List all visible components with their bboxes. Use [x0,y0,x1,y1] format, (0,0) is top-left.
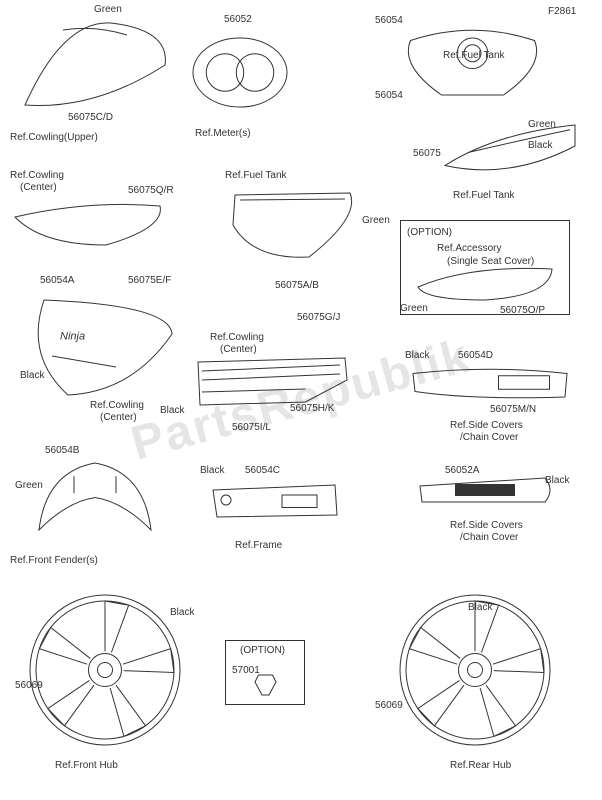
label-p56052: 56052 [224,14,252,25]
ref-ref_fuel_tank2: Ref.Fuel Tank [453,190,515,201]
part-chain_cover [410,470,560,510]
part-tail_piece [440,120,580,185]
part-wheel_front [25,590,185,750]
label-p56054a: 56054A [40,275,74,286]
ref-ref_front_fender: Ref.Front Fender(s) [10,555,98,566]
part-center_lower [190,350,355,410]
svg-text:Ninja: Ninja [60,331,85,343]
part-upper_cowl [15,15,175,115]
ref-ref_fuel_tank3: Ref.Fuel Tank [225,170,287,181]
ref-ref_cowl_center2: Ref.Cowling [210,332,264,343]
part-meter [190,35,290,110]
label-p56075il: 56075I/L [232,422,271,433]
label-p56075ab: 56075A/B [275,280,319,291]
part-seat_cover [410,260,560,305]
ref-ref_frame: Ref.Frame [235,540,282,551]
label-p56075gj: 56075G/J [297,312,340,323]
part-fuel_tank_top [395,15,550,100]
ref-ref_front_hub: Ref.Front Hub [55,760,118,771]
ref-ref_cowl_center3b: (Center) [100,412,137,423]
ref-ref_chain_cov2: /Chain Cover [460,532,518,543]
label-p56075mn: 56075M/N [490,404,536,415]
ref-ref_side_cov1: Ref.Side Covers [450,420,523,431]
ref-ref_chain_cov1: /Chain Cover [460,432,518,443]
label-green1: Green [94,4,122,15]
ref-ref_cowl_center1: Ref.Cowling [10,170,64,181]
part-fuel_side [225,185,365,265]
part-wheel_rear [395,590,555,750]
page-code: F2861 [548,6,576,17]
label-p56075_r: 56075 [413,148,441,159]
part-center_cowl_l [10,195,170,250]
part-side_cowl: Ninja [20,290,180,400]
label-p56075ef: 56075E/F [128,275,171,286]
ref-ref_rear_hub: Ref.Rear Hub [450,760,511,771]
part-frame_piece [205,475,345,525]
ref-ref_cowl_upper: Ref.Cowling(Upper) [10,132,98,143]
ref-ref_cowl_center1b: (Center) [20,182,57,193]
label-black3: Black [160,405,184,416]
part-tool [248,670,283,700]
ref-ref_cowl_center3: Ref.Cowling [90,400,144,411]
part-rear_side [405,360,575,405]
label-green3: Green [362,215,390,226]
part-front_fender [25,455,165,540]
ref-ref_side_cov2: Ref.Side Covers [450,520,523,531]
ref-ref_meter: Ref.Meter(s) [195,128,251,139]
